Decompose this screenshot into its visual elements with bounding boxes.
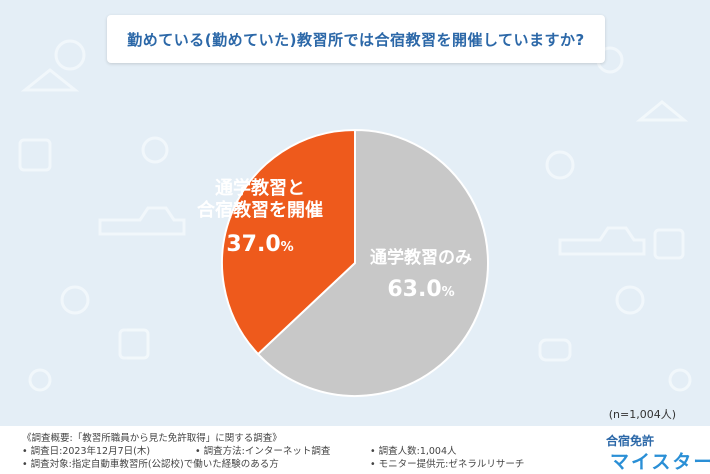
chart-title: 勤めている(勤めていた)教習所では合宿教習を開催していますか? — [127, 30, 585, 49]
pie-slice-1 — [221, 128, 356, 356]
sample-size-label: (n=1,004人) — [608, 408, 676, 421]
slice-label-line: 通学教習のみ — [370, 248, 472, 268]
pie-chart — [221, 128, 489, 397]
logo-main-text: マイスター — [610, 451, 710, 473]
percent-number: 37.0 — [226, 232, 281, 257]
survey-target: • 調査対象:指定自動車教習所(公認校)で働いた経験のある方 — [22, 459, 279, 470]
slice-label-commute-only: 通学教習のみ 63.0% — [346, 247, 496, 304]
background-pattern — [18, 39, 692, 392]
percent-unit: % — [441, 285, 455, 300]
percent-number: 63.0 — [387, 277, 442, 302]
title-box: 勤めている(勤めていた)教習所では合宿教習を開催していますか? — [107, 15, 605, 63]
survey-monitor: • モニター提供元:ゼネラルリサーチ — [370, 459, 525, 470]
survey-title: 《調査概要:「教習所職員から見た免許取得」に関する調査》 — [22, 433, 282, 444]
slice-label-line: 合宿教習を開催 — [197, 200, 323, 221]
survey-method: • 調査方法:インターネット調査 — [195, 446, 331, 457]
slice-percent: 37.0% — [160, 234, 360, 259]
survey-date: • 調査日:2023年12月7日(木) — [22, 446, 151, 457]
slice-label-line: 通学教習と — [215, 178, 305, 199]
percent-unit: % — [280, 240, 294, 255]
brand-logo: 合宿免許 マイスター — [602, 432, 710, 473]
survey-footer: 《調査概要:「教習所職員から見た免許取得」に関する調査》 • 調査日:2023年… — [0, 426, 710, 474]
pie-slice-0 — [256, 128, 489, 397]
survey-people: • 調査人数:1,004人 — [370, 446, 457, 457]
slice-label-commute-and-camp: 通学教習と 合宿教習を開催 37.0% — [160, 178, 360, 259]
slice-percent: 63.0% — [346, 279, 496, 304]
logo-top-text: 合宿免許 — [606, 434, 655, 448]
